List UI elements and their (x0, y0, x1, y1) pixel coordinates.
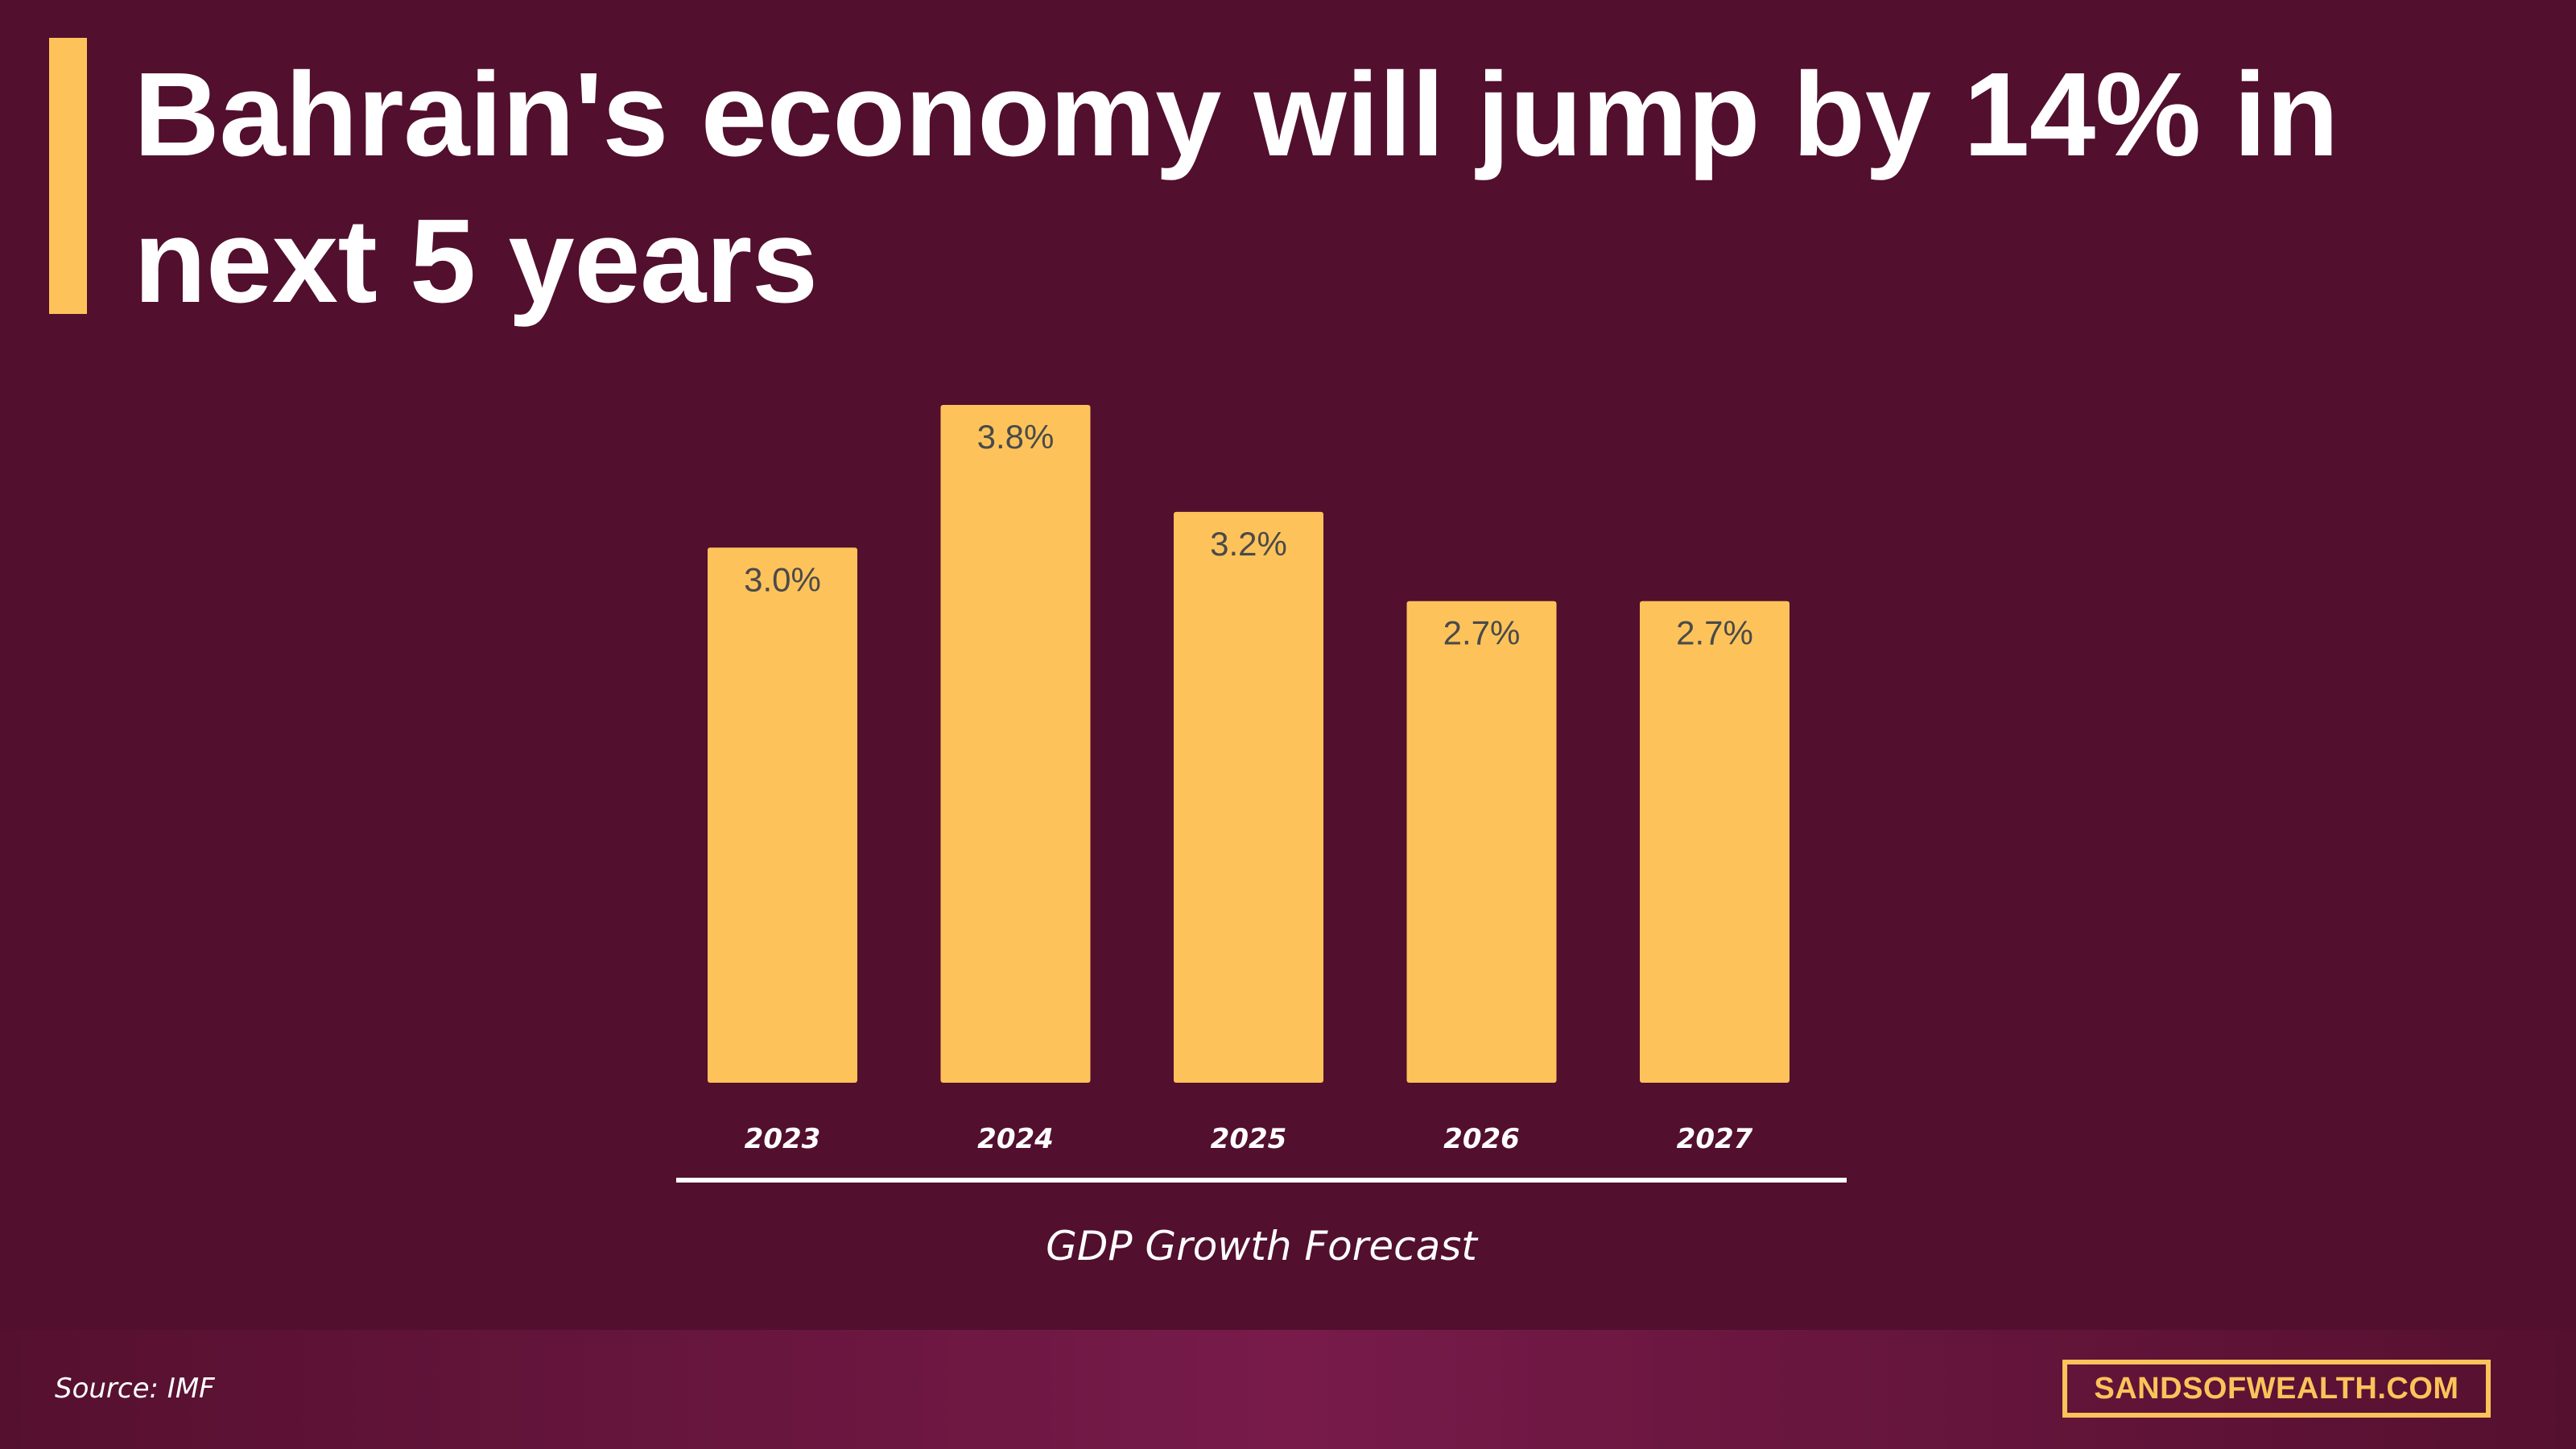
x-axis-title: GDP Growth Forecast (1046, 1223, 1479, 1269)
title-accent-bar (49, 38, 87, 314)
x-tick-label-2023: 2023 (745, 1123, 821, 1155)
x-tick-label-2027: 2027 (1677, 1123, 1753, 1155)
bar-2023 (708, 547, 857, 1083)
data-label-2024: 3.8% (977, 418, 1055, 456)
bar-2026 (1406, 601, 1557, 1083)
x-tick-label-2024: 2024 (977, 1123, 1054, 1155)
data-label-2027: 2.7% (1676, 614, 1753, 652)
data-label-2023: 3.0% (744, 560, 821, 598)
bars-layer (708, 405, 1790, 1083)
brand-badge: SANDSOFWEALTH.COM (2062, 1360, 2491, 1418)
x-tick-label-2026: 2026 (1443, 1123, 1520, 1155)
x-tick-label-2025: 2025 (1211, 1123, 1287, 1155)
bar-2024 (940, 405, 1091, 1083)
bar-2025 (1174, 511, 1323, 1083)
source-note: Source: IMF (55, 1373, 215, 1405)
data-label-2025: 3.2% (1210, 525, 1287, 563)
data-labels-layer: 3.0% 3.8% 3.2% 2.7% 2.7% (744, 418, 1753, 652)
bar-2027 (1640, 601, 1790, 1083)
data-label-2026: 2.7% (1443, 614, 1521, 652)
footer-band (0, 1330, 2576, 1449)
x-tick-labels-layer: 2023 2024 2025 2026 2027 (745, 1123, 1753, 1155)
page-title: Bahrain's economy will jump by 14% in ne… (134, 48, 2339, 328)
